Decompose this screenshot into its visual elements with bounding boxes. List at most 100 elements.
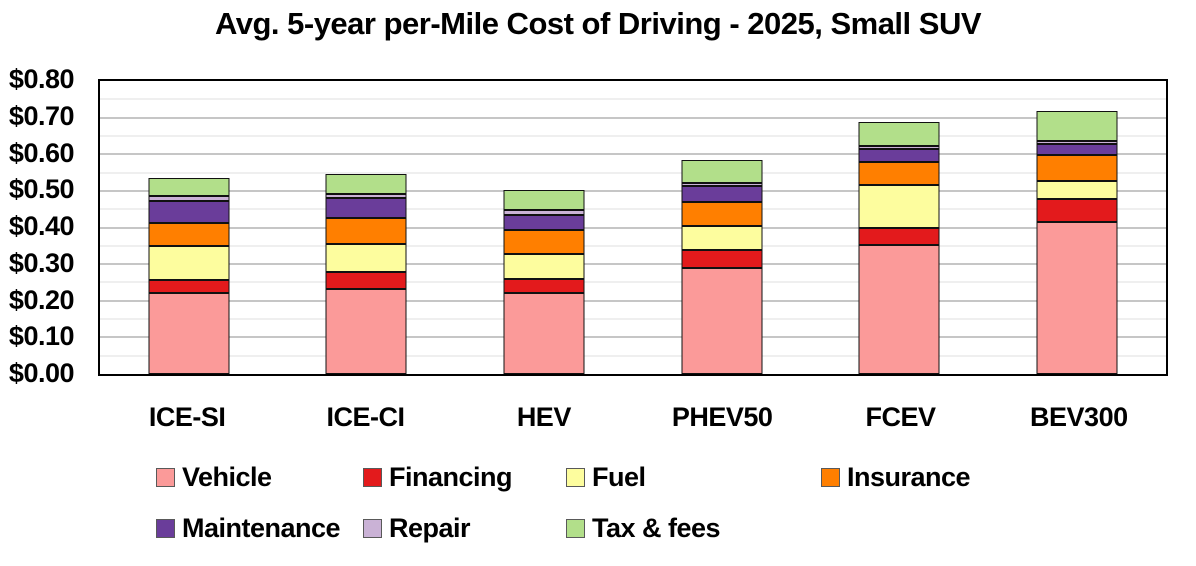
minor-gridline <box>100 98 1166 101</box>
legend-swatch-vehicle <box>156 467 175 487</box>
segment-repair-ice-si <box>148 196 230 201</box>
major-gridline <box>100 153 1166 156</box>
plot-area <box>98 79 1168 376</box>
minor-gridline <box>100 318 1166 321</box>
segment-tax-fees-bev300 <box>1036 111 1118 141</box>
segment-maintenance-fcev <box>858 148 940 162</box>
segment-fuel-bev300 <box>1036 180 1118 200</box>
segment-vehicle-bev300 <box>1036 222 1118 374</box>
y-tick-label: $0.20 <box>8 284 75 315</box>
bar-slot-fcev <box>811 81 989 374</box>
segment-fuel-phev50 <box>681 225 763 251</box>
x-axis-label-fcev: FCEV <box>865 402 936 432</box>
minor-gridline <box>100 134 1166 137</box>
segment-vehicle-ice-ci <box>325 288 407 374</box>
minor-gridline <box>100 208 1166 211</box>
bar-bev300 <box>1036 81 1118 374</box>
legend-swatch-insurance <box>821 467 840 487</box>
legend-row: Maintenance Repair Tax & fees <box>0 511 1196 545</box>
segment-insurance-fcev <box>858 161 940 186</box>
major-gridline <box>100 189 1166 192</box>
legend-label: Maintenance <box>182 513 341 543</box>
segment-maintenance-hev <box>503 214 585 231</box>
bar-hev <box>503 81 585 374</box>
y-tick-label: $0.80 <box>8 64 75 94</box>
x-axis-label-bev300: BEV300 <box>1030 402 1128 432</box>
legend-item-financing: Financing <box>363 460 513 494</box>
segment-tax-fees-hev <box>503 190 585 211</box>
legend-item-repair: Repair <box>363 511 471 545</box>
segment-repair-fcev <box>858 146 940 149</box>
major-gridline <box>100 299 1166 302</box>
segment-repair-ice-ci <box>325 193 407 199</box>
y-tick-label: $0.60 <box>8 137 75 168</box>
legend-swatch-financing <box>363 467 382 487</box>
segment-vehicle-ice-si <box>148 293 230 374</box>
chart-title: Avg. 5-year per-Mile Cost of Driving - 2… <box>214 6 982 41</box>
y-tick-label: $0.50 <box>8 174 75 205</box>
segment-financing-hev <box>503 278 585 294</box>
major-gridline <box>100 226 1166 229</box>
segment-financing-phev50 <box>681 250 763 268</box>
minor-gridline <box>100 281 1166 284</box>
segment-financing-ice-si <box>148 279 230 294</box>
legend-label: Fuel <box>592 462 646 492</box>
x-axis-label-hev: HEV <box>516 402 572 432</box>
segment-financing-ice-ci <box>325 272 407 289</box>
segment-insurance-ice-si <box>148 222 230 246</box>
segment-repair-hev <box>503 210 585 215</box>
y-tick-label: $0.10 <box>8 321 75 352</box>
y-tick-label: $0.30 <box>8 247 75 278</box>
legend-label: Vehicle <box>182 462 272 492</box>
bar-slot-phev50 <box>633 81 811 374</box>
y-tick-label: $0.70 <box>8 100 75 131</box>
bar-slot-ice-si <box>100 81 278 374</box>
x-axis-label-ice-ci: ICE-CI <box>326 402 406 432</box>
legend-swatch-maintenance <box>156 518 175 538</box>
major-gridline <box>100 116 1166 119</box>
segment-fuel-ice-ci <box>325 244 407 273</box>
segment-insurance-bev300 <box>1036 155 1118 181</box>
major-gridline <box>100 263 1166 266</box>
minor-gridline <box>100 244 1166 247</box>
segment-insurance-ice-ci <box>325 218 407 245</box>
bar-slot-hev <box>455 81 633 374</box>
segment-maintenance-phev50 <box>681 186 763 202</box>
legend-item-fuel: Fuel <box>566 460 646 494</box>
segment-tax-fees-ice-ci <box>325 174 407 194</box>
y-tick-label: $0.40 <box>8 211 75 241</box>
y-axis: $0.00 $0.10 $0.20 $0.30 $0.40 $0.50 $0.60 $0.70… <box>0 64 75 388</box>
segment-insurance-phev50 <box>681 201 763 226</box>
segment-vehicle-fcev <box>858 244 940 374</box>
legend-label: Insurance <box>847 462 971 492</box>
segment-repair-bev300 <box>1036 140 1118 145</box>
segment-fuel-ice-si <box>148 245 230 280</box>
segment-fuel-hev <box>503 254 585 279</box>
segment-maintenance-ice-si <box>148 200 230 223</box>
segment-fuel-fcev <box>858 185 940 228</box>
x-axis-label-ice-si: ICE-SI <box>148 402 226 432</box>
legend-item-vehicle: Vehicle <box>156 460 272 494</box>
segment-financing-bev300 <box>1036 199 1118 223</box>
bar-fcev <box>858 81 940 374</box>
segment-maintenance-bev300 <box>1036 144 1118 156</box>
legend-swatch-fuel <box>566 467 585 487</box>
bar-phev50 <box>681 81 763 374</box>
minor-gridline <box>100 171 1166 174</box>
segment-financing-fcev <box>858 227 940 245</box>
legend-item-tax-fees: Tax & fees <box>566 511 721 545</box>
bar-slot-bev300 <box>988 81 1166 374</box>
legend-label: Tax & fees <box>592 513 721 543</box>
x-axis: ICE-SI ICE-CI HEV PHEV50 FCEV BEV300 <box>98 401 1168 435</box>
major-gridline <box>100 336 1166 339</box>
x-axis-label-phev50: PHEV50 <box>671 402 773 432</box>
bar-ice-si <box>148 81 230 374</box>
segment-tax-fees-phev50 <box>681 159 763 183</box>
bar-ice-ci <box>325 81 407 374</box>
segment-vehicle-phev50 <box>681 267 763 374</box>
legend-row: Vehicle Financing Fuel Insurance <box>0 460 1196 494</box>
bar-slot-ice-ci <box>278 81 456 374</box>
y-tick-label: $0.00 <box>8 358 75 388</box>
segment-insurance-hev <box>503 230 585 255</box>
